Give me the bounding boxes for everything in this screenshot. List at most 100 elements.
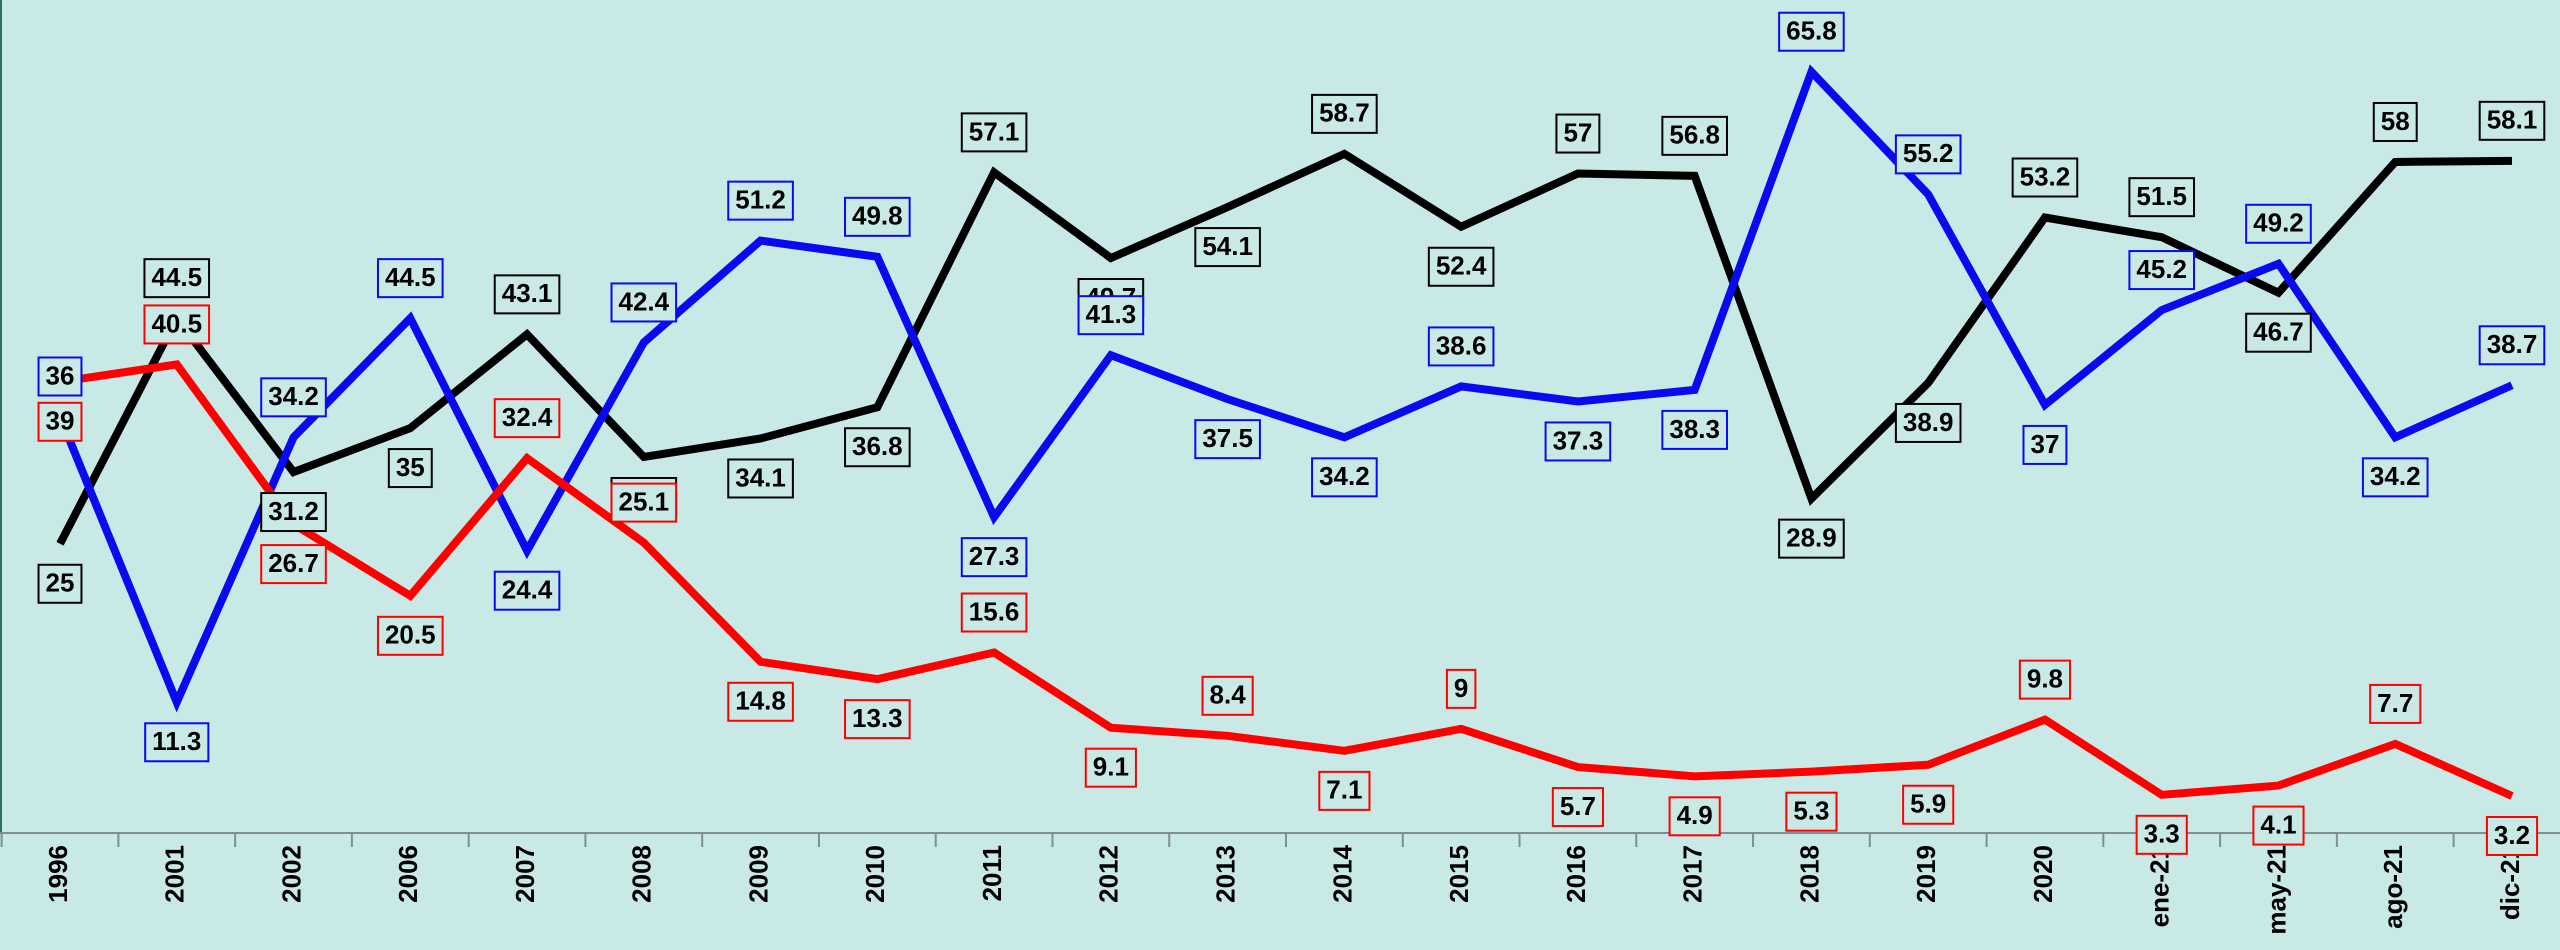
- data-label-box: [2372, 101, 2418, 142]
- data-label: 20.5: [376, 615, 444, 656]
- data-label-text: 36: [46, 360, 75, 390]
- data-label-text: 34.2: [2370, 461, 2421, 491]
- data-label-box: [2478, 325, 2546, 366]
- data-label-box: [2245, 312, 2312, 353]
- data-label-text: 57.1: [969, 116, 1020, 146]
- data-label-text: 38.3: [1669, 414, 1720, 444]
- data-label-text: 11.3: [152, 726, 201, 756]
- data-label-box: [844, 196, 911, 237]
- data-label-text: 5.3: [1793, 796, 1829, 826]
- data-label-box: [1894, 402, 1962, 443]
- x-tick-label: 2002: [276, 845, 306, 903]
- data-label: 57: [1555, 113, 1601, 154]
- data-label: 24.4: [493, 570, 561, 611]
- data-label-box: [727, 180, 794, 221]
- data-label-box: [37, 401, 83, 442]
- data-label-text: 26.7: [268, 548, 319, 578]
- data-label: 5.9: [1902, 784, 1955, 825]
- data-label: 46.7: [2245, 312, 2312, 353]
- data-label: 38.9: [1894, 402, 1962, 443]
- data-label-box: [1551, 787, 1604, 828]
- x-tick-label: 2009: [743, 845, 773, 903]
- data-label: 3.2: [2485, 815, 2539, 856]
- data-label: 15.6: [960, 592, 1028, 633]
- data-label: 35: [387, 448, 433, 489]
- x-tick-label: ago-21: [2378, 845, 2408, 929]
- data-label-text: 4.9: [1677, 800, 1713, 830]
- data-label: 37: [2022, 424, 2068, 465]
- data-label-text: 31.2: [268, 496, 319, 526]
- data-label: 51.2: [727, 180, 794, 221]
- x-tick-label: 2015: [1444, 845, 1474, 903]
- data-label-text: 37: [2030, 429, 2059, 459]
- data-label: 56.8: [1661, 115, 1728, 156]
- data-label: 34.2: [1311, 457, 1378, 498]
- data-label-text: 51.5: [2136, 181, 2187, 211]
- data-label: 43.1: [493, 274, 561, 315]
- x-tick-label: 2020: [2028, 845, 2058, 903]
- data-label-text: 56.8: [1669, 120, 1720, 150]
- data-label-box: [1194, 227, 1261, 268]
- data-label-box: [1661, 115, 1728, 156]
- data-label-text: 46.7: [2253, 317, 2304, 347]
- data-label-text: 9.8: [2027, 663, 2063, 693]
- data-label-box: [1194, 419, 1261, 460]
- data-label-text: 58: [2381, 106, 2410, 136]
- data-label-box: [2018, 659, 2072, 700]
- data-label-box: [1661, 409, 1728, 450]
- data-label-box: [2369, 683, 2422, 724]
- data-label: 58.1: [2478, 100, 2546, 141]
- data-label-box: [2135, 814, 2188, 855]
- data-label-box: [1555, 113, 1601, 154]
- data-label-text: 5.9: [1910, 789, 1946, 819]
- data-label-box: [2128, 177, 2196, 218]
- x-tick-label: 2010: [860, 845, 890, 903]
- data-label: 42.4: [610, 282, 678, 323]
- data-label: 39: [37, 401, 83, 442]
- data-label-text: 5.7: [1560, 791, 1596, 821]
- data-label-text: 37.3: [1553, 425, 1604, 455]
- data-label: 38.3: [1661, 409, 1728, 450]
- x-tick-label: 2012: [1094, 845, 1124, 903]
- x-tick-label: may-21: [2261, 845, 2291, 935]
- data-label: 11.3: [144, 722, 210, 763]
- data-label: 31.2: [260, 492, 327, 533]
- data-label-text: 34.1: [735, 462, 786, 492]
- data-label-box: [37, 356, 83, 397]
- data-label-text: 55.2: [1903, 138, 1954, 168]
- data-label: 55.2: [1894, 134, 1962, 175]
- data-label-text: 25: [46, 568, 75, 598]
- data-label: 38.7: [2478, 325, 2546, 366]
- data-label-box: [1318, 770, 1371, 811]
- data-label-box: [1427, 246, 1495, 287]
- data-label-box: [2361, 457, 2429, 498]
- data-label-text: 13.3: [852, 703, 903, 733]
- data-label-text: 43.1: [502, 278, 553, 308]
- data-label-box: [960, 112, 1028, 153]
- data-label: 25.1: [610, 482, 678, 523]
- data-label-box: [493, 398, 561, 439]
- data-label-box: [1778, 518, 1845, 559]
- data-label: 9.8: [2018, 659, 2072, 700]
- data-label: 9: [1445, 668, 1477, 709]
- data-label-box: [1077, 295, 1145, 336]
- data-label-box: [844, 699, 911, 740]
- data-label: 4.1: [2252, 805, 2305, 846]
- data-label: 65.8: [1778, 11, 1845, 52]
- data-label: 7.7: [2369, 683, 2422, 724]
- data-label: 26.7: [260, 544, 327, 585]
- data-label-box: [1785, 791, 1838, 832]
- data-label: 8.4: [1201, 675, 1254, 716]
- data-label-text: 25.1: [619, 486, 670, 516]
- data-label: 32.4: [493, 398, 561, 439]
- x-tick-label: 2016: [1561, 845, 1591, 903]
- x-tick-label: 2001: [160, 845, 190, 903]
- data-label-box: [960, 537, 1028, 578]
- data-label-text: 65.8: [1786, 16, 1837, 46]
- data-label: 25: [37, 563, 83, 604]
- data-label-box: [2128, 250, 2196, 291]
- data-label-box: [143, 304, 211, 345]
- data-label: 58.7: [1311, 93, 1378, 134]
